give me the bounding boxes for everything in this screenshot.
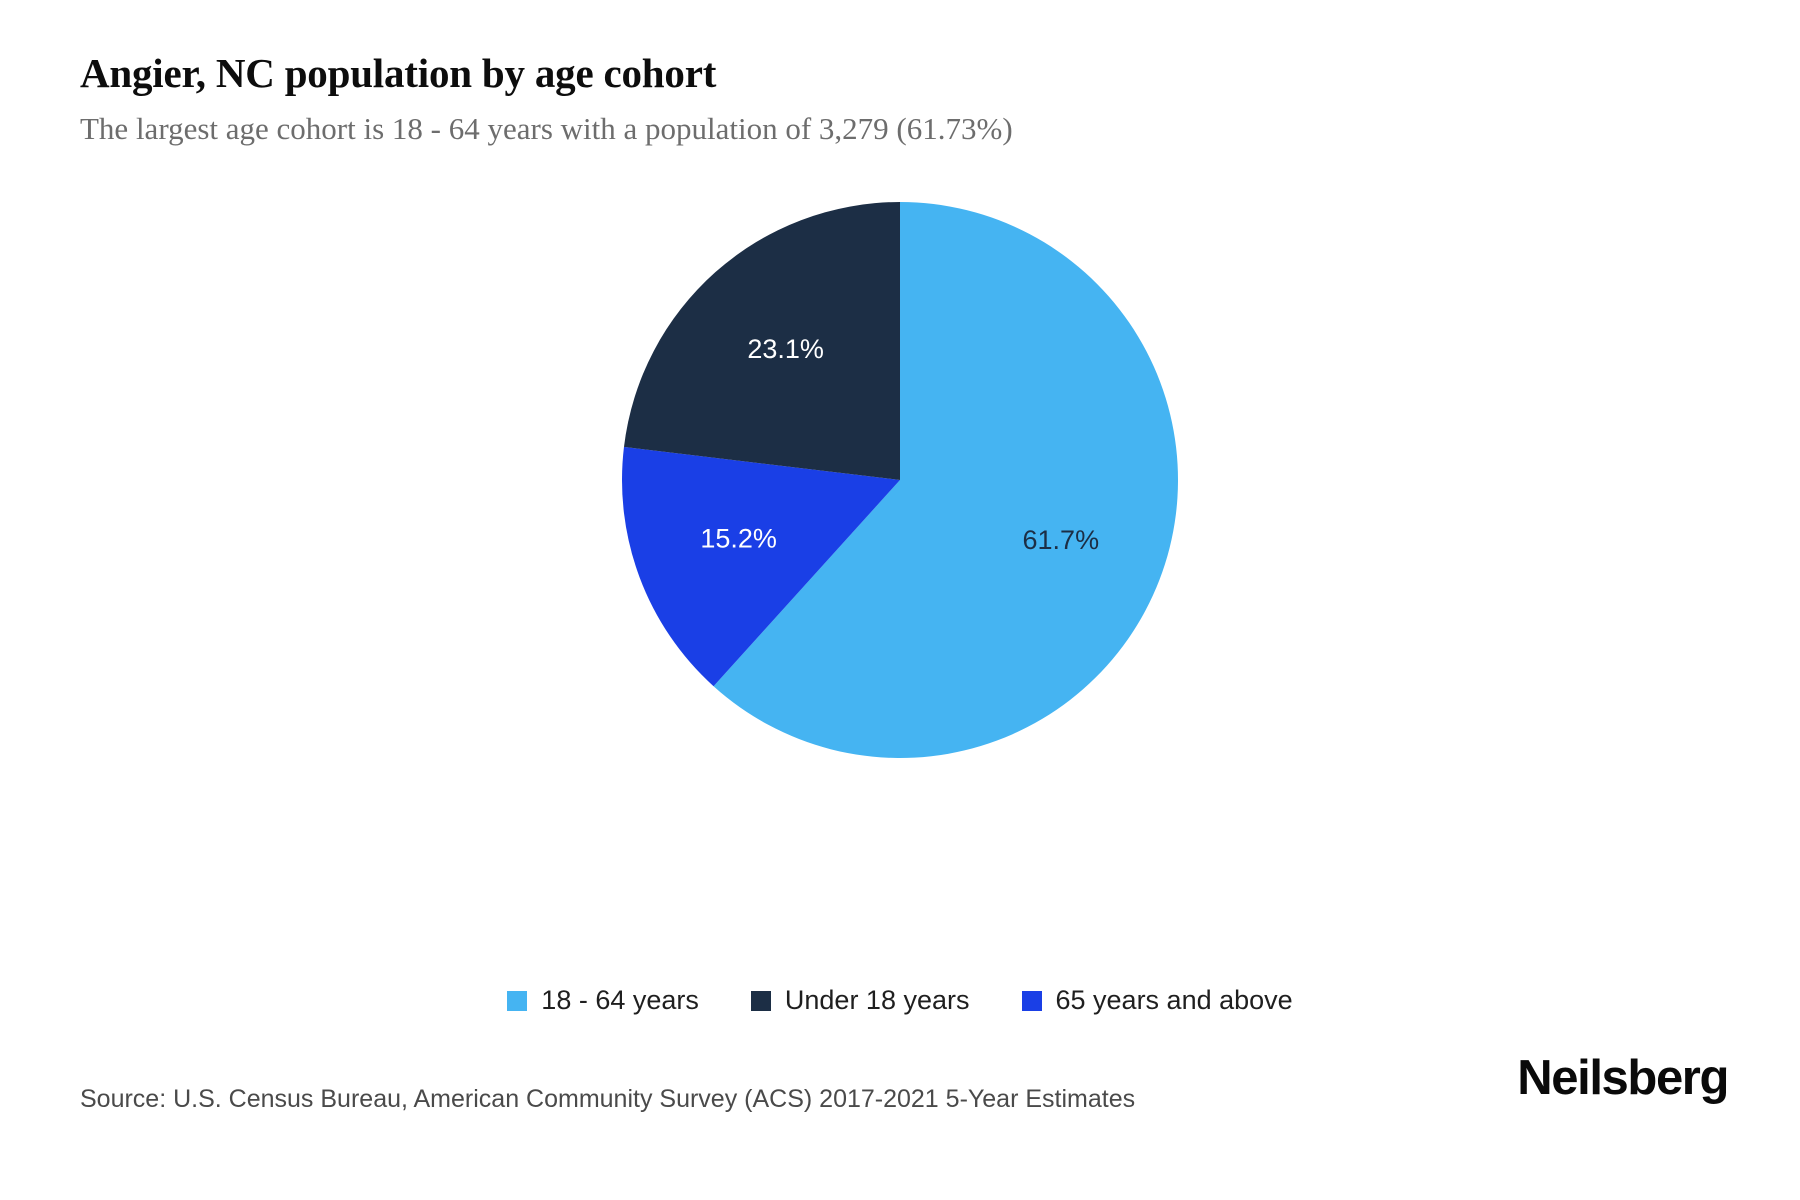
source-note: Source: U.S. Census Bureau, American Com… xyxy=(80,1085,1136,1113)
pie-slice[interactable] xyxy=(623,202,900,480)
pie-label-group: 61.7% 15.2% 23.1% xyxy=(700,334,1099,555)
brand-logo: Neilsberg xyxy=(1517,1051,1729,1105)
legend-swatch-icon xyxy=(750,990,771,1011)
pie-chart: 61.7% 15.2% 23.1% xyxy=(622,202,1179,758)
chart-legend: 18 - 64 years Under 18 years 65 years and … xyxy=(0,985,1800,1016)
page-title: Angier, NC population by age cohort xyxy=(80,50,717,96)
pie-slice-label: 61.7% xyxy=(1023,525,1100,555)
legend-item[interactable]: 18 - 64 years xyxy=(507,985,699,1016)
legend-item-label: Under 18 years xyxy=(784,985,970,1015)
pie-chart-area: 61.7% 15.2% 23.1% xyxy=(0,200,1800,820)
pie-slice[interactable] xyxy=(622,446,900,687)
chart-subtitle: The largest age cohort is 18 - 64 years … xyxy=(80,111,1013,147)
legend-swatch-icon xyxy=(507,990,528,1011)
pie-slice-group xyxy=(622,202,1179,758)
chart-header: Angier, NC population by age cohort The … xyxy=(80,48,1720,149)
legend-item-label: 18 - 64 years xyxy=(541,985,699,1015)
legend-item[interactable]: Under 18 years xyxy=(750,985,970,1016)
pie-slice-label: 23.1% xyxy=(747,334,824,364)
legend-item[interactable]: 65 years and above xyxy=(1021,985,1293,1016)
pie-slice-label: 15.2% xyxy=(700,524,777,554)
legend-item-label: 65 years and above xyxy=(1055,985,1293,1015)
pie-slice[interactable] xyxy=(713,202,1179,758)
legend-swatch-icon xyxy=(1021,990,1042,1011)
